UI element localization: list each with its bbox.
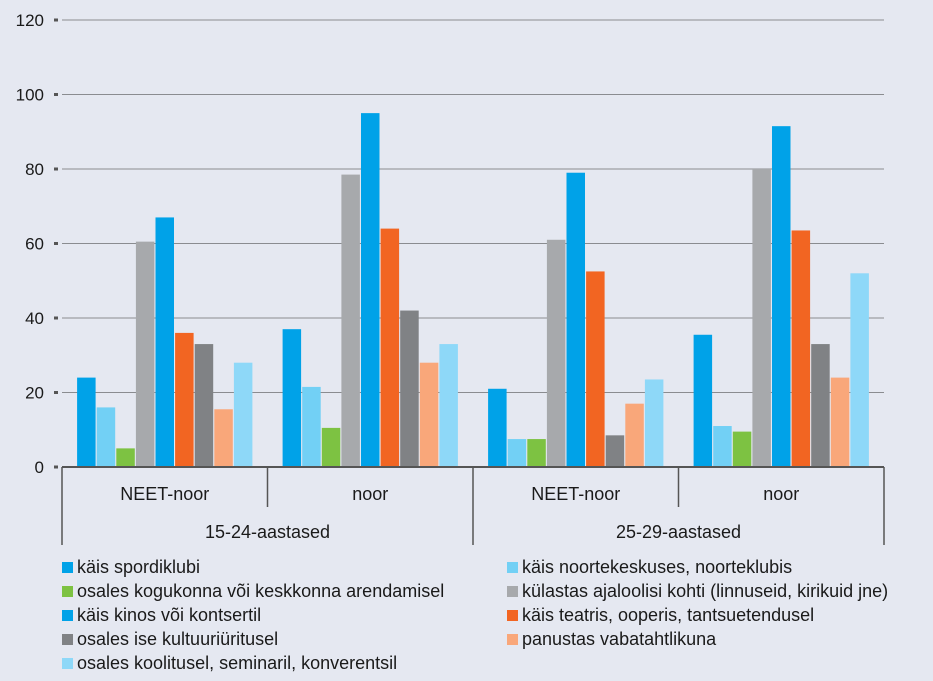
- bar: [341, 174, 360, 467]
- y-tick-mark: [54, 465, 58, 469]
- bar: [830, 377, 850, 467]
- bar: [380, 228, 400, 467]
- bar: [625, 403, 644, 467]
- bar: [175, 332, 194, 467]
- legend-swatch: [62, 585, 73, 597]
- legend-label: osales kogukonna või keskkonna arendamis…: [77, 581, 445, 601]
- legend-swatch: [62, 609, 73, 621]
- bar: [400, 310, 419, 467]
- y-tick-label: 120: [16, 11, 44, 30]
- y-tick-mark: [54, 316, 58, 320]
- bar: [527, 439, 546, 467]
- gridlines: [62, 19, 884, 393]
- legend-item: käis teatris, ooperis, tantsuetendusel: [507, 605, 814, 625]
- x-tick-label: NEET-noor: [531, 484, 620, 504]
- legend-item: osales kogukonna või keskkonna arendamis…: [62, 581, 444, 601]
- legend-swatch: [507, 609, 518, 621]
- legend-label: käis teatris, ooperis, tantsuetendusel: [522, 605, 815, 625]
- bar: [135, 241, 155, 467]
- legend-label: osales ise kultuuriüritusel: [77, 629, 279, 649]
- legend-swatch: [507, 561, 518, 573]
- bar: [116, 448, 135, 467]
- group-label: 25-29-aastased: [616, 522, 741, 542]
- x-tick-label: NEET-noor: [120, 484, 209, 504]
- legend-item: käis spordiklubi: [62, 557, 200, 577]
- bar: [772, 126, 791, 467]
- legend-item: osales ise kultuuriüritusel: [62, 629, 278, 649]
- x-tick-label: noor: [763, 484, 799, 504]
- legend-item: käis noortekeskuses, noorteklubis: [507, 557, 792, 577]
- y-tick-mark: [54, 391, 58, 394]
- bar: [713, 426, 732, 467]
- bar: [605, 435, 625, 467]
- bar: [96, 407, 116, 467]
- legend-item: osales koolitusel, seminaril, konverents…: [62, 653, 397, 673]
- legend-label: panustas vabatahtlikuna: [522, 629, 717, 649]
- legend-label: osales koolitusel, seminaril, konverents…: [77, 653, 398, 673]
- bar: [791, 230, 811, 467]
- y-tick-label: 0: [35, 458, 44, 477]
- bar: [233, 362, 253, 467]
- y-axis: 0 20 40 60 80 100 120: [16, 11, 58, 477]
- y-tick-mark: [54, 93, 58, 96]
- bar: [155, 217, 174, 467]
- legend-swatch: [62, 657, 73, 669]
- legend-label: külastas ajaloolisi kohti (linnuseid, ki…: [522, 581, 889, 601]
- legend-label: käis kinos või kontsertil: [77, 605, 262, 625]
- bar: [439, 344, 458, 467]
- bar: [488, 388, 507, 467]
- legend-item: käis kinos või kontsertil: [62, 605, 261, 625]
- bar: [546, 239, 566, 467]
- bar: [586, 271, 605, 467]
- legend-item: panustas vabatahtlikuna: [507, 629, 716, 649]
- y-tick-label: 60: [25, 235, 44, 254]
- bar: [282, 329, 302, 467]
- bar: [302, 386, 321, 467]
- y-tick-mark: [54, 242, 58, 245]
- bar: [644, 379, 664, 467]
- bar: [419, 362, 439, 467]
- y-tick-label: 80: [25, 160, 44, 179]
- bar: [850, 273, 869, 467]
- y-tick-label: 20: [25, 384, 44, 403]
- legend-swatch: [62, 561, 73, 573]
- legend-swatch: [62, 633, 73, 645]
- legend-label: käis spordiklubi: [77, 557, 201, 577]
- legend: käis spordiklubi käis noortekeskuses, noo…: [62, 557, 932, 681]
- group-label: 15-24-aastased: [205, 522, 330, 542]
- bar: [361, 113, 380, 467]
- bar: [214, 409, 233, 467]
- bar: [732, 431, 752, 467]
- x-axis: NEET-noor noor NEET-noor noor 15-24-aastased…: [61, 466, 885, 545]
- bar: [752, 169, 771, 467]
- y-tick-label: 100: [16, 86, 44, 105]
- legend-swatch: [507, 585, 518, 597]
- bar: [693, 334, 713, 467]
- y-tick-mark: [54, 18, 58, 22]
- bar: [77, 377, 96, 467]
- bar: [566, 172, 585, 467]
- bars: [77, 113, 869, 467]
- legend-item: külastas ajaloolisi kohti (linnuseid, ki…: [507, 581, 888, 601]
- bar: [507, 439, 527, 467]
- x-tick-label: noor: [352, 484, 388, 504]
- bar: [811, 344, 830, 467]
- bar: [321, 427, 341, 467]
- bar: [194, 344, 214, 467]
- y-tick-mark: [54, 167, 58, 171]
- y-tick-label: 40: [25, 309, 44, 328]
- bar-chart: 0 20 40 60 80 100 120 NEET-noor noor NEET-noor no…: [16, 11, 885, 545]
- legend-swatch: [507, 633, 518, 645]
- legend-label: käis noortekeskuses, noorteklubis: [522, 557, 793, 577]
